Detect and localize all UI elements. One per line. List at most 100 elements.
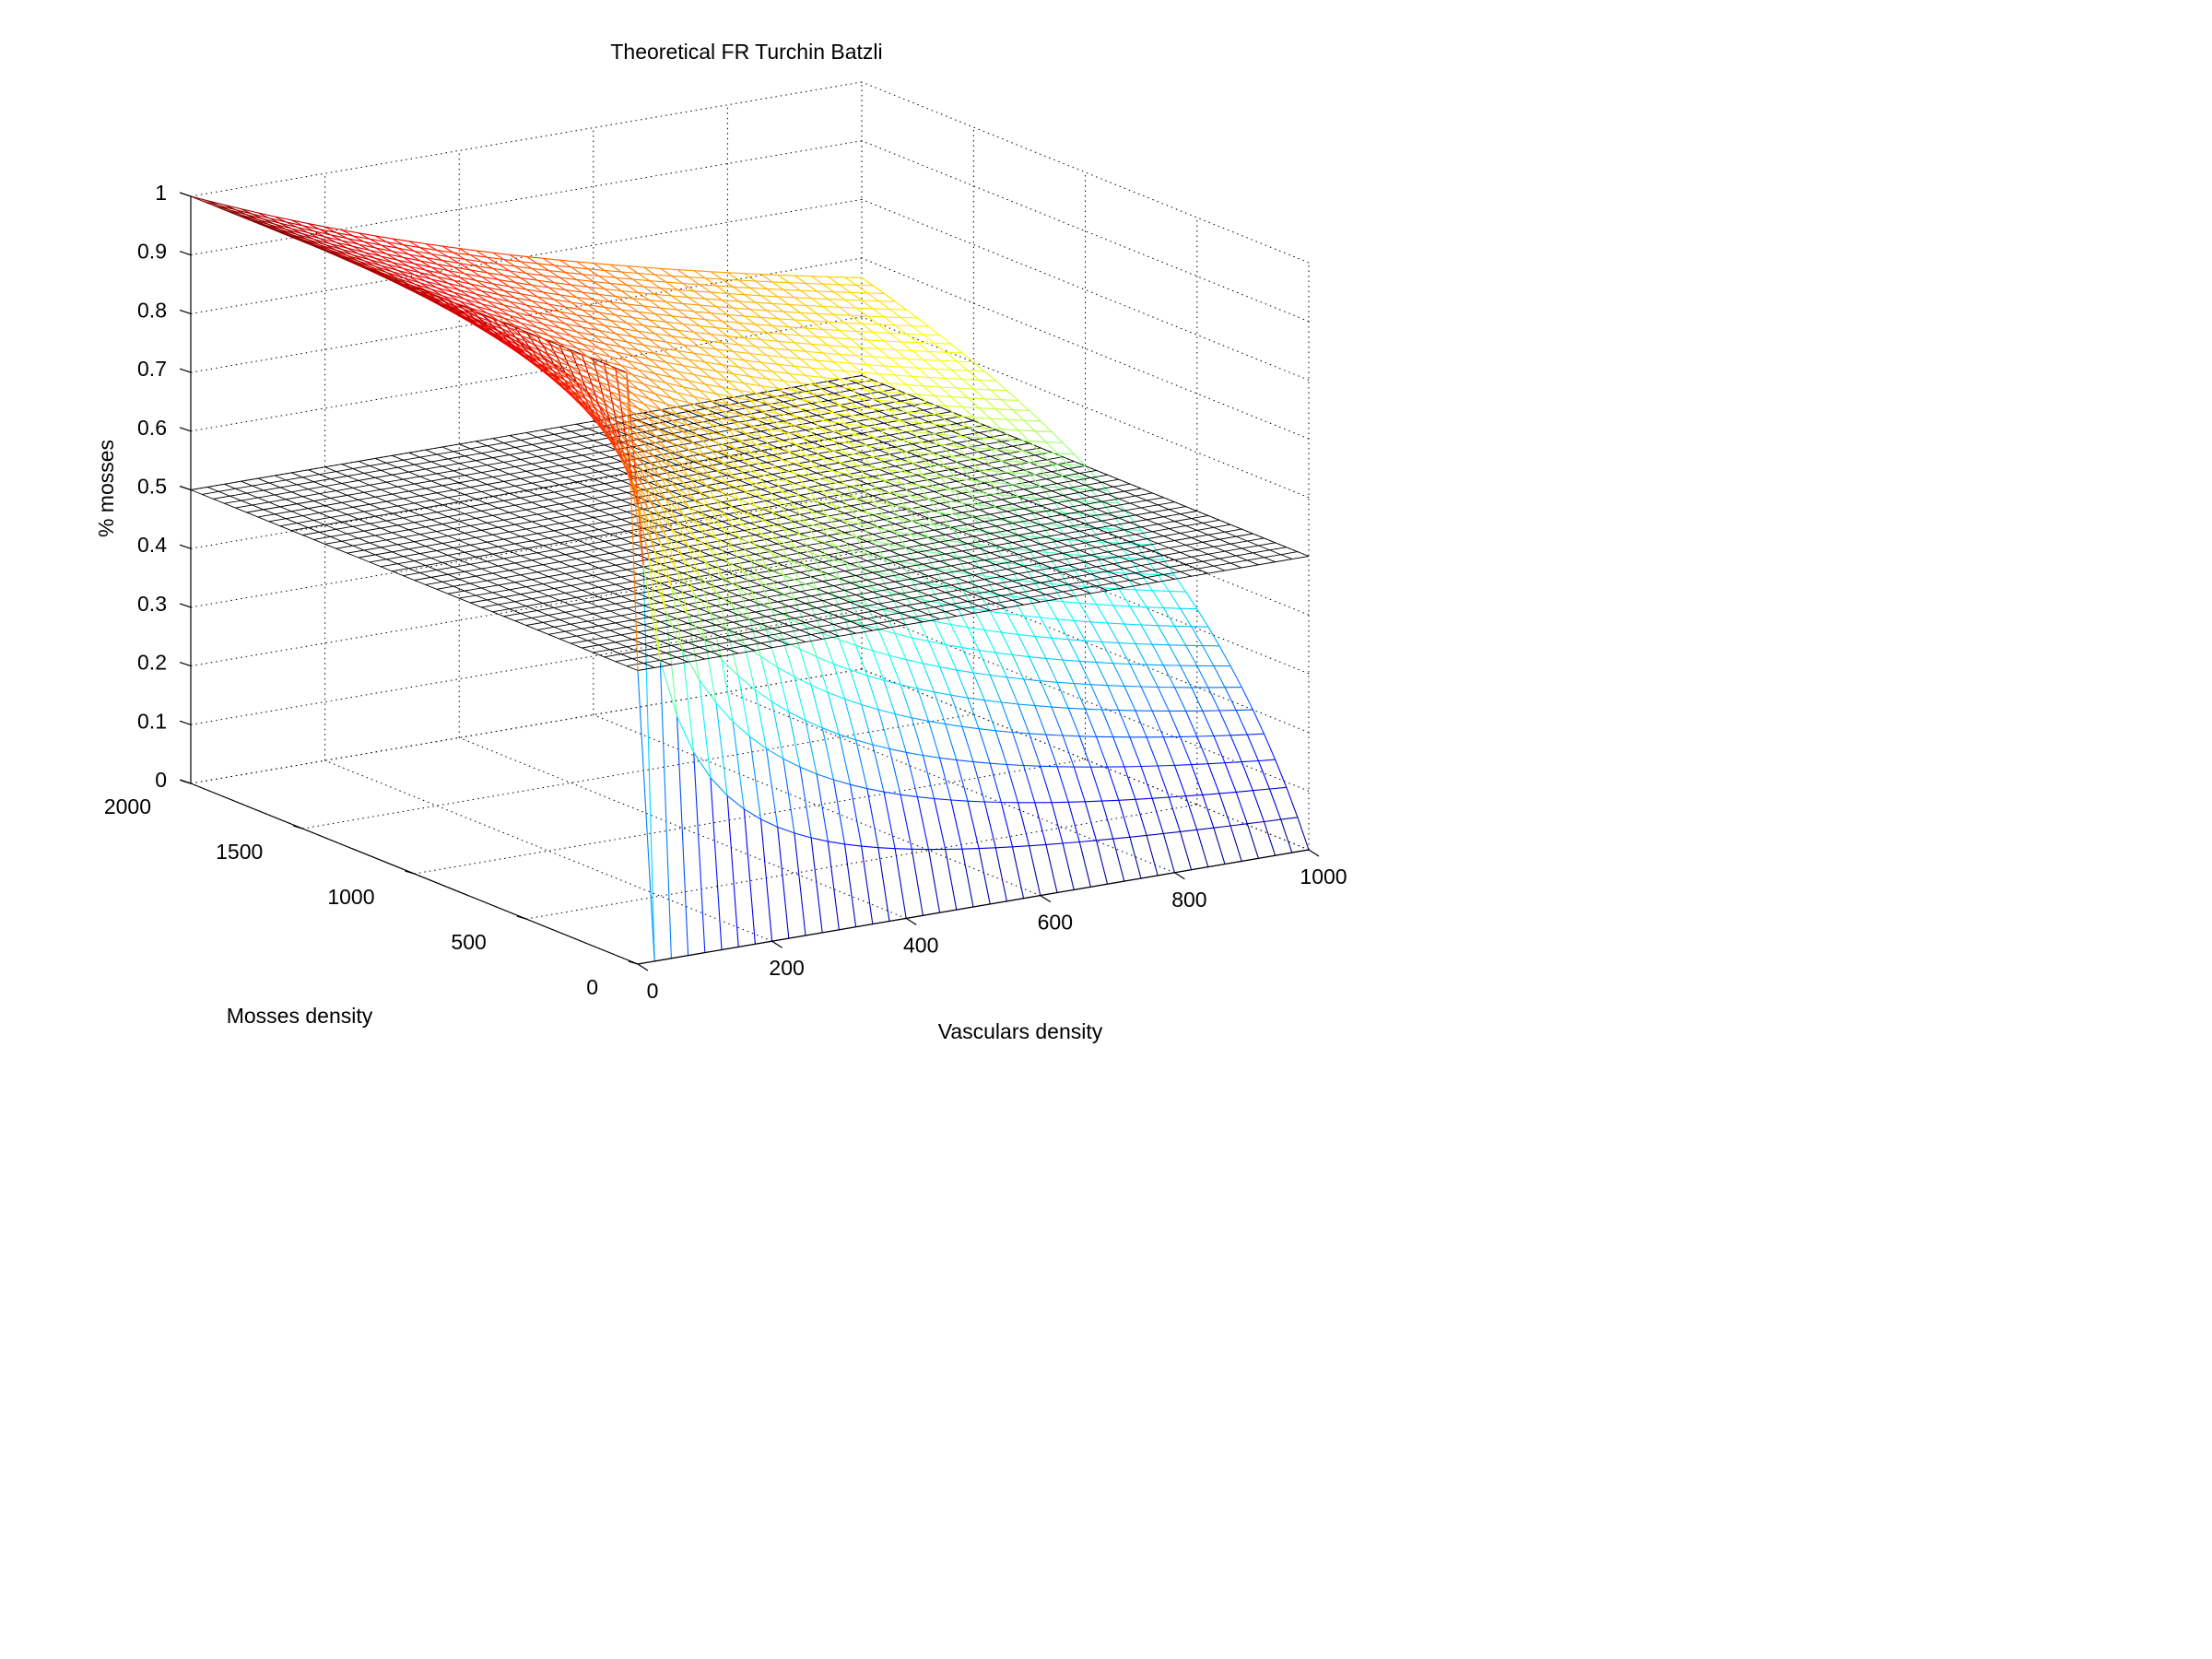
surface-mesh-line: [620, 401, 633, 413]
surface-mesh-line: [531, 315, 549, 321]
surface-mesh-line: [347, 259, 365, 267]
surface-mesh-line: [839, 329, 856, 333]
surface-mesh-line: [609, 337, 622, 347]
surface-mesh-line: [1174, 687, 1187, 712]
surface-mesh-line: [665, 535, 678, 571]
surface-mesh-line: [688, 402, 706, 407]
surface-mesh-line: [531, 300, 549, 305]
surface-mesh-line: [972, 388, 985, 400]
surface-mesh-line: [855, 582, 868, 606]
surface-mesh-line: [1051, 537, 1064, 555]
surface-mesh-line: [565, 380, 582, 390]
surface-mesh-line: [1202, 793, 1220, 795]
surface-mesh-line: [665, 499, 677, 522]
surface-mesh-line: [900, 317, 912, 327]
surface-mesh-line: [782, 311, 795, 321]
surface-mesh-line: [855, 307, 874, 310]
surface-mesh-line: [604, 422, 622, 436]
surface-mesh-line: [604, 269, 617, 278]
surface-mesh-line: [961, 589, 974, 609]
surface-mesh-line: [593, 280, 611, 284]
surface-mesh-line: [1118, 502, 1131, 517]
surface-mesh-line: [626, 415, 644, 425]
surface-mesh-line: [979, 544, 996, 548]
surface-mesh-line: [1224, 761, 1242, 764]
surface-mesh-line: [726, 380, 739, 391]
surface-mesh-line: [727, 357, 745, 361]
surface-mesh-line: [906, 333, 918, 344]
surface-mesh-line: [927, 641, 941, 667]
surface-mesh-line: [1079, 840, 1097, 843]
surface-mesh-line: [884, 316, 901, 319]
surface-mesh-line: [1040, 617, 1053, 639]
surface-mesh-line: [721, 575, 734, 607]
surface-mesh-line: [1162, 736, 1175, 766]
surface-mesh-line: [554, 315, 571, 321]
y-tick-label: 1000: [327, 885, 374, 909]
surface-mesh-line: [788, 517, 801, 535]
surface-mesh-line: [1174, 764, 1192, 766]
z-tick-mark: [179, 662, 192, 667]
surface-mesh-line: [732, 373, 745, 384]
surface-mesh-line: [749, 330, 767, 334]
surface-mesh-line: [648, 460, 666, 473]
surface-mesh-line: [576, 347, 588, 358]
surface-mesh-line: [659, 429, 672, 443]
surface-mesh-line: [263, 223, 281, 230]
surface-mesh-line: [833, 470, 851, 476]
surface-mesh-line: [855, 330, 874, 334]
surface-mesh-line: [665, 281, 683, 285]
surface-mesh-line: [883, 418, 896, 430]
surface-mesh-line: [660, 307, 673, 317]
surface-mesh-line: [912, 325, 924, 335]
surface-mesh-line: [744, 406, 761, 411]
surface-mesh-line: [571, 335, 582, 345]
surface-mesh-line: [587, 304, 600, 313]
surface-mesh-line: [358, 243, 376, 249]
surface-mesh-line: [733, 328, 750, 332]
surface-mesh-line: [430, 253, 443, 262]
surface-mesh-line: [967, 529, 985, 533]
surface-mesh-line: [883, 515, 901, 520]
surface-mesh-line: [743, 571, 757, 600]
surface-mesh-line: [1029, 656, 1041, 681]
surface-mesh-line: [917, 367, 930, 378]
surface-mesh-line: [828, 276, 841, 286]
surface-mesh-line: [760, 295, 779, 298]
surface-mesh-line: [850, 508, 867, 513]
surface-mesh-line: [229, 209, 247, 216]
surface-mesh-line: [900, 341, 918, 344]
surface-mesh-line: [514, 324, 533, 332]
surface-mesh-line: [738, 414, 750, 426]
y-tick-label: 500: [451, 930, 486, 954]
surface-mesh-line: [877, 709, 896, 715]
surface-mesh-line: [905, 547, 918, 566]
surface-mesh-line: [671, 356, 684, 366]
surface-mesh-line: [900, 613, 912, 639]
surface-mesh-line: [956, 669, 974, 674]
surface-mesh-line: [979, 504, 996, 508]
surface-mesh-line: [928, 377, 941, 388]
surface-mesh-line: [285, 233, 303, 241]
back-wall-grid-z: [190, 140, 863, 256]
surface-mesh-line: [839, 404, 856, 407]
surface-mesh-line: [582, 274, 594, 282]
surface-mesh-line: [721, 434, 739, 441]
surface-mesh-line: [688, 425, 700, 438]
surface-mesh-line: [961, 379, 974, 390]
surface-mesh-line: [839, 306, 856, 309]
surface-mesh-line: [755, 369, 772, 372]
surface-mesh-line: [894, 324, 907, 335]
surface-mesh-line: [810, 685, 823, 728]
surface-mesh-line: [788, 482, 806, 488]
surface-mesh-line: [525, 288, 538, 298]
surface-mesh-line: [1151, 798, 1164, 834]
surface-mesh-line: [939, 359, 958, 362]
surface-mesh-line: [805, 626, 818, 657]
surface-mesh-line: [1034, 430, 1053, 433]
surface-mesh-line: [888, 357, 901, 368]
surface-mesh-line: [1045, 657, 1064, 661]
surface-mesh-line: [749, 424, 767, 429]
plane-mesh-line: [503, 501, 1175, 618]
surface-mesh-line: [749, 480, 767, 488]
